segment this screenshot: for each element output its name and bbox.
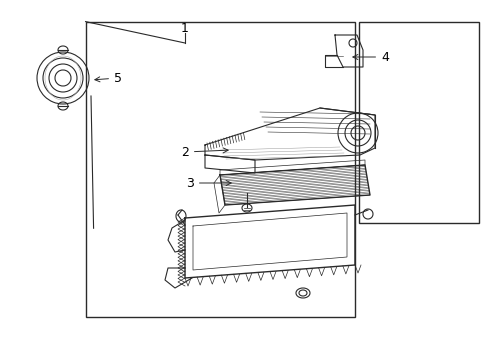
Text: 6: 6 (0, 359, 1, 360)
Text: 1: 1 (181, 22, 188, 35)
Text: 3: 3 (185, 176, 231, 189)
Text: 2: 2 (181, 145, 228, 158)
Text: 4: 4 (352, 50, 388, 63)
Text: 5: 5 (95, 72, 122, 85)
Bar (359, 22, 478, 223)
Text: 7: 7 (0, 359, 1, 360)
Bar (85, 22, 354, 317)
Text: 8: 8 (0, 359, 1, 360)
